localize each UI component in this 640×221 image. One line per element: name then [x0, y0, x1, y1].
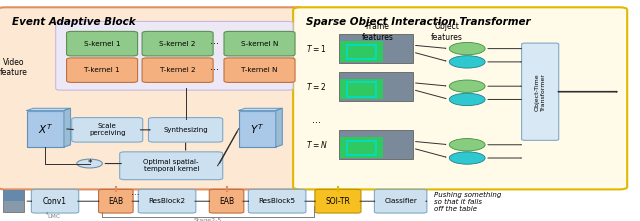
- Polygon shape: [27, 108, 70, 110]
- Text: Sparse Object Interaction Transformer: Sparse Object Interaction Transformer: [306, 17, 531, 27]
- Text: T-kernel 2: T-kernel 2: [160, 67, 195, 73]
- FancyBboxPatch shape: [3, 190, 24, 212]
- Circle shape: [449, 42, 485, 55]
- Polygon shape: [239, 108, 282, 110]
- Text: $X^T$: $X^T$: [38, 122, 53, 136]
- Text: S-kernel 1: S-kernel 1: [84, 41, 120, 47]
- Text: $T = 1$: $T = 1$: [306, 43, 326, 54]
- FancyBboxPatch shape: [224, 58, 295, 82]
- Text: Optimal spatial-
temporal kernel: Optimal spatial- temporal kernel: [143, 159, 199, 172]
- Text: T-kernel N: T-kernel N: [241, 67, 278, 73]
- FancyBboxPatch shape: [293, 7, 627, 189]
- Text: ResBlock5: ResBlock5: [259, 198, 296, 204]
- Text: S-kernel 2: S-kernel 2: [159, 41, 196, 47]
- Text: Conv1: Conv1: [43, 197, 67, 206]
- FancyBboxPatch shape: [340, 79, 383, 99]
- Circle shape: [449, 80, 485, 92]
- Text: S-kernel N: S-kernel N: [241, 41, 278, 47]
- Circle shape: [77, 159, 102, 168]
- FancyBboxPatch shape: [3, 190, 24, 201]
- Text: T-kernel 1: T-kernel 1: [84, 67, 120, 73]
- Circle shape: [449, 93, 485, 106]
- FancyBboxPatch shape: [72, 118, 143, 142]
- FancyBboxPatch shape: [339, 130, 413, 159]
- Text: SOI-TR: SOI-TR: [326, 197, 350, 206]
- Circle shape: [449, 139, 485, 151]
- Text: Video
feature: Video feature: [0, 58, 28, 77]
- Text: $T = N$: $T = N$: [306, 139, 328, 150]
- FancyBboxPatch shape: [138, 189, 196, 213]
- FancyBboxPatch shape: [67, 58, 138, 82]
- FancyBboxPatch shape: [339, 72, 413, 101]
- Text: Stage2-5: Stage2-5: [194, 218, 222, 221]
- Text: ResBlock2: ResBlock2: [148, 198, 186, 204]
- FancyBboxPatch shape: [522, 43, 559, 140]
- Text: Object
features: Object features: [431, 22, 463, 42]
- Polygon shape: [276, 108, 282, 147]
- FancyBboxPatch shape: [248, 189, 306, 213]
- Text: EAB: EAB: [219, 197, 234, 206]
- FancyBboxPatch shape: [339, 34, 413, 63]
- Text: Event Adaptive Block: Event Adaptive Block: [12, 17, 135, 27]
- Text: ···: ···: [210, 39, 219, 49]
- Text: Classifier: Classifier: [384, 198, 417, 204]
- FancyBboxPatch shape: [315, 189, 361, 213]
- Text: Object-Time
Transformer: Object-Time Transformer: [535, 73, 545, 111]
- Text: EAB: EAB: [108, 197, 124, 206]
- FancyBboxPatch shape: [224, 31, 295, 56]
- Circle shape: [449, 56, 485, 68]
- Text: Frame
features: Frame features: [362, 22, 394, 42]
- FancyBboxPatch shape: [67, 31, 138, 56]
- FancyBboxPatch shape: [142, 58, 213, 82]
- FancyBboxPatch shape: [120, 152, 223, 180]
- FancyBboxPatch shape: [0, 7, 304, 189]
- FancyBboxPatch shape: [239, 110, 276, 147]
- Text: ···: ···: [131, 191, 140, 200]
- FancyBboxPatch shape: [374, 189, 427, 213]
- FancyBboxPatch shape: [27, 110, 64, 147]
- Text: LMC: LMC: [48, 214, 61, 219]
- FancyBboxPatch shape: [340, 137, 383, 158]
- FancyBboxPatch shape: [148, 118, 223, 142]
- Text: ...: ...: [312, 115, 321, 126]
- Text: $T = 2$: $T = 2$: [306, 81, 326, 92]
- FancyBboxPatch shape: [31, 189, 79, 213]
- FancyBboxPatch shape: [99, 189, 133, 213]
- Circle shape: [449, 152, 485, 164]
- Text: Pushing something
so that it falls
off the table: Pushing something so that it falls off t…: [434, 192, 501, 211]
- Text: Scale
perceiving: Scale perceiving: [89, 123, 125, 136]
- Text: Synthesizing: Synthesizing: [163, 127, 208, 133]
- Text: ···: ···: [210, 65, 219, 75]
- FancyBboxPatch shape: [340, 41, 383, 62]
- Polygon shape: [64, 108, 70, 147]
- Text: *: *: [87, 159, 92, 168]
- FancyBboxPatch shape: [142, 31, 213, 56]
- FancyBboxPatch shape: [56, 21, 293, 90]
- FancyBboxPatch shape: [209, 189, 244, 213]
- Text: $Y^T$: $Y^T$: [250, 122, 264, 136]
